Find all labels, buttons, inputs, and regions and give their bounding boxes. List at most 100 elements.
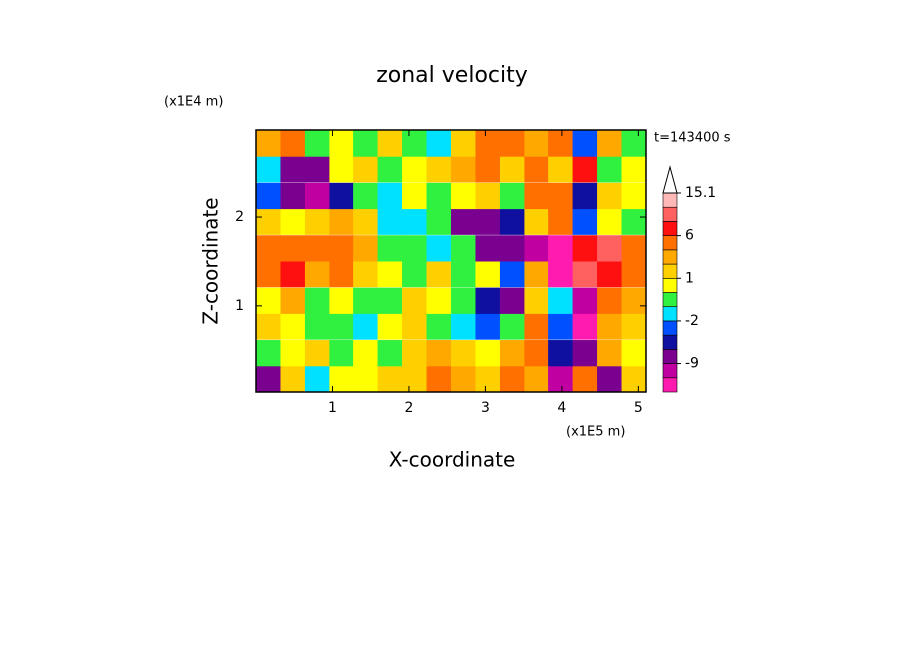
field-cell <box>475 261 501 288</box>
field-cell <box>548 365 574 393</box>
field-cell <box>548 156 574 183</box>
field-cell <box>402 130 428 157</box>
colorbar-swatch <box>662 306 678 322</box>
field-cell <box>524 208 550 235</box>
field-cell <box>280 235 306 262</box>
field-cell <box>451 235 476 262</box>
y-axis-label: Z-coordinate <box>199 197 223 324</box>
field-cell <box>475 182 501 210</box>
field-cell <box>572 235 598 262</box>
field-cell <box>256 156 281 183</box>
field-cell <box>426 287 452 314</box>
field-cell <box>426 130 452 157</box>
field-cell <box>426 235 452 262</box>
field-cell <box>499 340 525 367</box>
field-cell <box>621 340 647 367</box>
field-cell <box>280 313 306 340</box>
field-cell <box>426 261 452 288</box>
field-cell <box>621 313 647 340</box>
colorbar-swatch <box>662 192 678 208</box>
field-cell <box>621 365 647 393</box>
x-unit: (x1E5 m) <box>566 425 625 440</box>
x-tick-label: 4 <box>557 400 566 416</box>
colorbar-swatch <box>662 206 678 222</box>
field-cell <box>426 208 452 235</box>
annotation: t=143400 s <box>654 131 731 146</box>
field-cell <box>572 313 598 340</box>
field-cell <box>597 261 623 288</box>
field-cell <box>621 182 647 210</box>
field-cell <box>475 156 501 183</box>
field-cell <box>597 130 623 157</box>
colorbar-swatch <box>662 263 678 279</box>
field-cell <box>475 313 501 340</box>
field-cell <box>548 182 574 210</box>
field-cell <box>329 340 355 367</box>
field-cell <box>329 130 355 157</box>
plot-frame <box>255 129 647 393</box>
field-cell <box>402 156 428 183</box>
field-cell <box>377 261 403 288</box>
field-cell <box>524 156 550 183</box>
field-cell <box>499 130 525 157</box>
field-cell <box>256 130 281 157</box>
field-cell <box>304 182 330 210</box>
field-cell <box>475 130 501 157</box>
field-cell <box>475 235 501 262</box>
field-cell <box>353 365 379 393</box>
colorbar-swatch <box>662 320 678 336</box>
colorbar-tick-label: -2 <box>685 313 699 329</box>
field-cell <box>402 313 428 340</box>
field-cell <box>524 340 550 367</box>
field-cell <box>353 156 379 183</box>
field-cell <box>524 182 550 210</box>
field-cell <box>377 130 403 157</box>
field-cell <box>621 235 647 262</box>
field-cell <box>524 287 550 314</box>
field-cell <box>304 130 330 157</box>
field-cell <box>256 340 281 367</box>
field-cell <box>353 208 379 235</box>
colorbar-swatch <box>662 334 678 350</box>
field-cell <box>377 287 403 314</box>
field-cell <box>451 130 476 157</box>
field-cell <box>597 365 623 393</box>
field-cell <box>475 340 501 367</box>
field-cell <box>426 340 452 367</box>
field-cell <box>475 208 501 235</box>
x-tick-label: 3 <box>481 400 490 416</box>
colorbar-tick-label: 6 <box>685 228 694 244</box>
colorbar-swatch <box>662 363 678 379</box>
field-cell <box>256 365 281 393</box>
field-cell <box>426 156 452 183</box>
field-cell <box>353 182 379 210</box>
field-cell <box>256 235 281 262</box>
field-cell <box>329 261 355 288</box>
colorbar-swatch <box>662 377 678 393</box>
field-cell <box>353 261 379 288</box>
field-cell <box>280 287 306 314</box>
field-cell <box>329 313 355 340</box>
colorbar-swatch <box>662 221 678 236</box>
field-cell <box>499 261 525 288</box>
field-cell <box>256 182 281 210</box>
x-axis-label: X-coordinate <box>389 448 516 472</box>
field-cell <box>280 182 306 210</box>
field-cell <box>451 340 476 367</box>
field-cell <box>548 313 574 340</box>
field-cell <box>621 130 647 157</box>
overlay: 1 2 3 4 5 1 2 15.1 6 1 -2 -9 <box>235 129 716 416</box>
field-cell <box>524 261 550 288</box>
field-cell <box>402 182 428 210</box>
field-cell <box>353 313 379 340</box>
field-cell <box>329 156 355 183</box>
field-cell <box>572 156 598 183</box>
field-cell <box>377 182 403 210</box>
field-cell <box>499 182 525 210</box>
field-cell <box>402 365 428 393</box>
chart-title: zonal velocity <box>376 63 528 88</box>
x-tick-label: 2 <box>404 400 413 416</box>
field-cell <box>499 235 525 262</box>
field-cell <box>451 365 476 393</box>
